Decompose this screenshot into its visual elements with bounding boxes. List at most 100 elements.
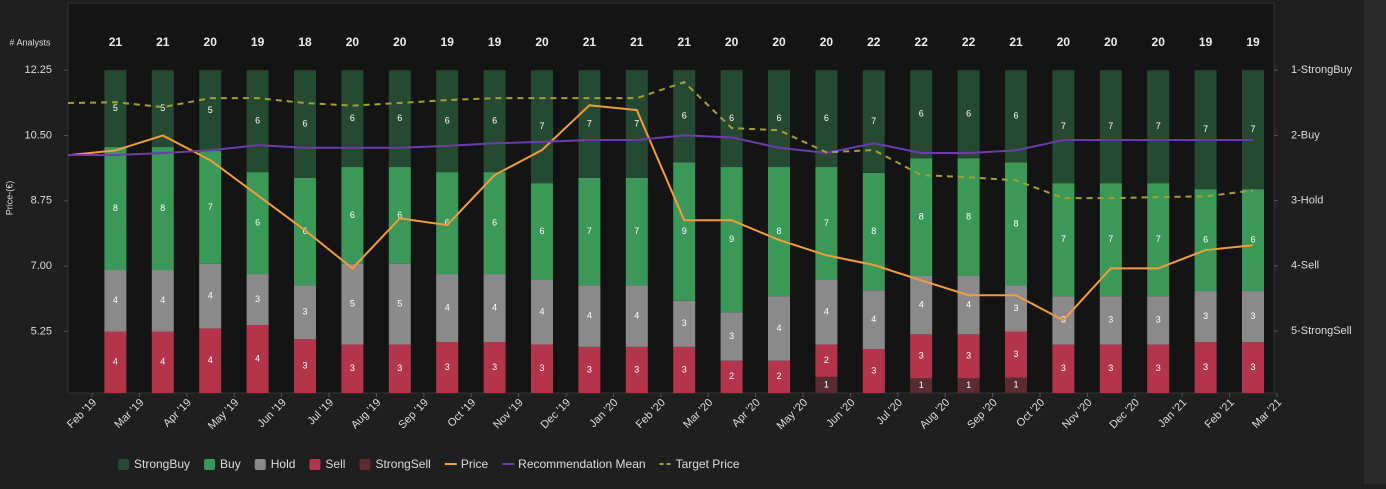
bar-segment <box>862 290 885 349</box>
analyst-count: 20 <box>820 35 834 49</box>
scrollbar <box>1364 0 1386 484</box>
bar-label: 7 <box>1156 121 1161 131</box>
bar-label: 2 <box>776 371 781 381</box>
y-tick-label: 8.75 <box>31 195 52 207</box>
bar-label: 6 <box>1250 234 1255 244</box>
bar-segment <box>862 172 885 291</box>
bar-label: 6 <box>824 113 829 123</box>
bar-segment <box>199 328 222 393</box>
bar-label: 7 <box>208 202 213 212</box>
bar-label: 4 <box>160 357 165 367</box>
bar-segment <box>673 300 696 347</box>
bar-label: 6 <box>397 210 402 220</box>
bar-segment <box>531 280 553 345</box>
bar-label: 3 <box>1250 311 1255 321</box>
bar-label: 8 <box>113 203 118 213</box>
bar-segment <box>625 346 648 393</box>
analyst-count: 21 <box>630 35 644 49</box>
legend-label: Sell <box>325 457 345 471</box>
bar-label: 3 <box>1203 362 1208 372</box>
bar-label: 3 <box>1250 362 1255 372</box>
analyst-count: 20 <box>1104 35 1118 49</box>
bar-segment <box>578 285 601 347</box>
bar-label: 2 <box>729 371 734 381</box>
bar-label: 3 <box>1156 363 1161 373</box>
bar-segment <box>436 274 459 343</box>
bar-label: 7 <box>1108 234 1113 244</box>
bar-label: 6 <box>397 113 402 123</box>
bar-label: 6 <box>255 116 260 126</box>
y-axis-label: Price-(€) <box>4 181 14 216</box>
analyst-count: 22 <box>867 35 881 49</box>
bar-label: 7 <box>871 116 876 126</box>
bar-segment <box>104 70 127 148</box>
bar-segment <box>862 70 885 173</box>
bar-label: 7 <box>1250 124 1255 134</box>
legend-swatch <box>254 459 266 470</box>
bar-segment <box>341 344 364 393</box>
bar-segment <box>957 275 980 335</box>
bar-segment <box>104 270 127 332</box>
bar-segment <box>1052 183 1075 297</box>
bar-label: 8 <box>871 226 876 236</box>
bar-segment <box>768 360 790 393</box>
bar-segment <box>578 70 601 178</box>
bar-label: 7 <box>1108 121 1113 131</box>
bar-segment <box>483 342 506 393</box>
bar-label: 7 <box>634 118 639 128</box>
bar-label: 4 <box>871 314 876 324</box>
bar-segment <box>436 342 459 393</box>
bar-label: 6 <box>302 118 307 128</box>
analyst-count: 19 <box>441 35 455 49</box>
bar-label: 8 <box>1013 218 1018 228</box>
bar-segment <box>673 346 696 393</box>
bar-label: 4 <box>634 311 639 321</box>
analyst-count: 21 <box>156 35 170 49</box>
analyst-count: 20 <box>535 35 549 49</box>
bar-label: 4 <box>113 295 118 305</box>
bar-label: 3 <box>1108 315 1113 325</box>
bar-label: 5 <box>160 103 165 113</box>
bar-label: 3 <box>871 365 876 375</box>
bar-segment <box>246 325 269 393</box>
bar-segment <box>720 70 743 168</box>
bar-segment <box>815 167 838 281</box>
analyst-count: 19 <box>488 35 502 49</box>
bar-label: 3 <box>492 362 497 372</box>
y-tick-label: 10.50 <box>24 129 52 141</box>
y2-tick-label: 2-Buy <box>1291 129 1320 141</box>
bar-label: 7 <box>1061 234 1066 244</box>
y2-tick-label: 3-Hold <box>1291 195 1323 207</box>
bar-segment <box>388 70 411 168</box>
bar-segment <box>910 334 933 379</box>
bar-label: 6 <box>1013 111 1018 121</box>
bar-label: 4 <box>160 295 165 305</box>
bar-segment <box>341 70 364 168</box>
bar-segment <box>720 312 743 361</box>
bar-segment <box>151 331 174 393</box>
legend-swatch <box>309 459 321 470</box>
y-tick-label: 12.25 <box>24 64 52 76</box>
bar-segment <box>910 275 933 335</box>
bar-segment <box>1194 291 1217 343</box>
legend-label: StrongBuy <box>134 457 190 471</box>
bar-label: 7 <box>1156 234 1161 244</box>
bar-segment <box>957 334 980 379</box>
bar-segment <box>246 274 269 326</box>
bar-label: 6 <box>776 113 781 123</box>
bar-label: 4 <box>587 311 592 321</box>
bar-segment <box>388 344 411 393</box>
bar-label: 6 <box>1203 234 1208 244</box>
bar-segment <box>720 167 743 313</box>
bar-label: 3 <box>302 360 307 370</box>
bar-segment <box>578 346 601 393</box>
bar-segment <box>1194 70 1217 190</box>
legend-label: Price <box>461 457 489 471</box>
bar-segment <box>1147 70 1170 184</box>
analyst-count: 20 <box>346 35 360 49</box>
bar-segment <box>1099 70 1122 184</box>
bar-label: 4 <box>492 302 497 312</box>
bar-label: 3 <box>1013 349 1018 359</box>
bar-label: 3 <box>1061 363 1066 373</box>
